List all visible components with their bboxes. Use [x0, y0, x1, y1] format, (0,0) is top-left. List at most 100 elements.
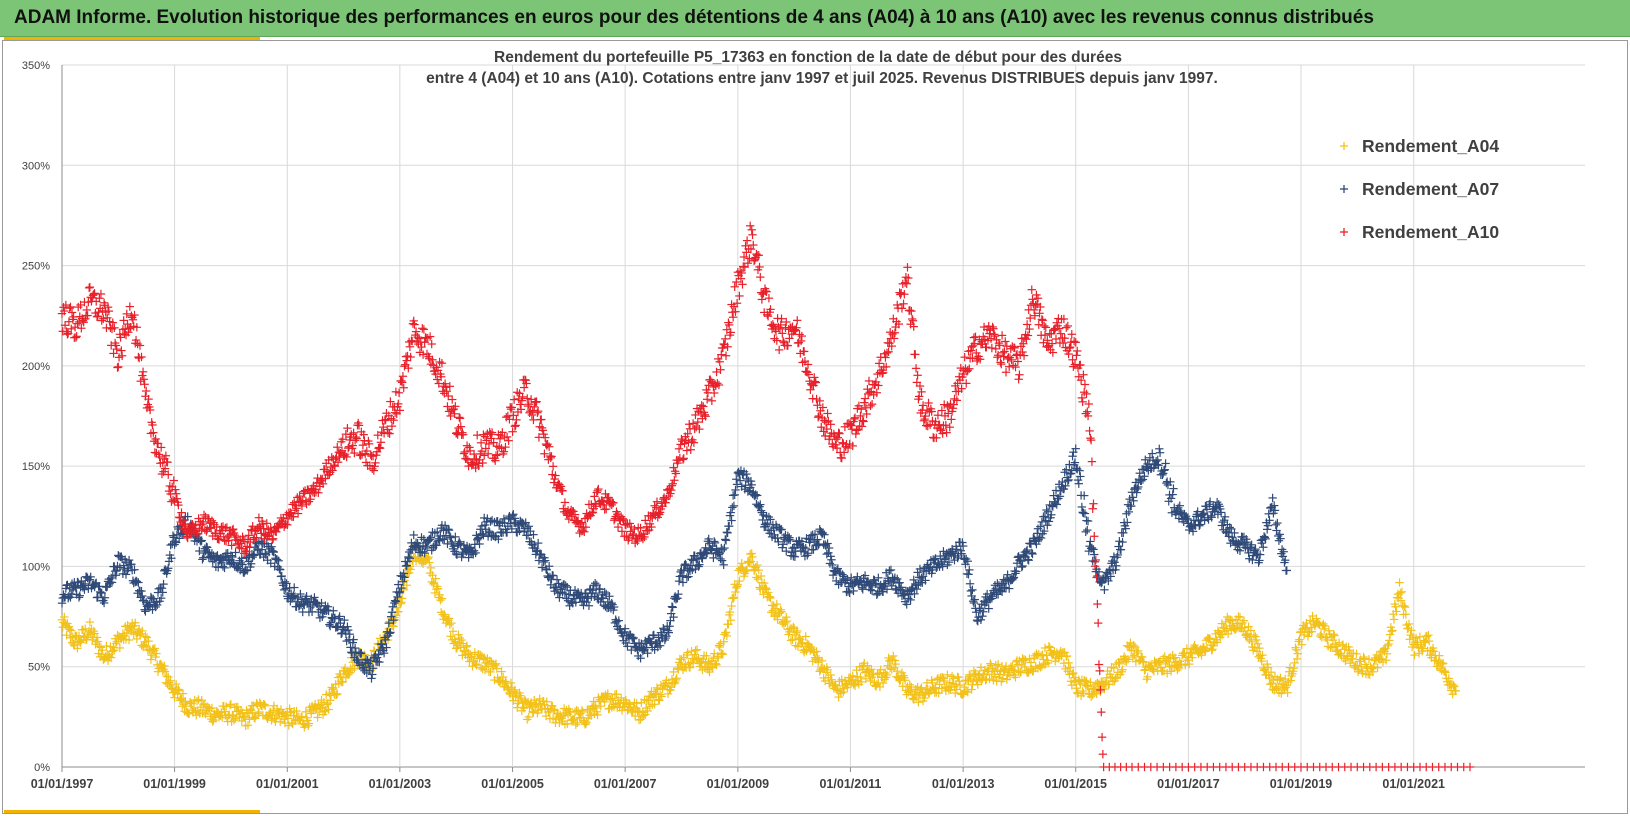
point-rendement-a04	[110, 645, 119, 655]
point-rendement-a04	[73, 644, 82, 653]
point-rendement-a07	[742, 474, 752, 484]
point-rendement-a10	[803, 368, 812, 377]
point-rendement-a07	[746, 476, 756, 486]
point-rendement-a10	[72, 332, 81, 341]
point-rendement-a04	[721, 628, 731, 637]
point-rendement-a07	[681, 559, 690, 569]
point-rendement-a07	[512, 528, 522, 537]
point-rendement-a04	[146, 655, 156, 664]
point-rendement-a07	[1162, 478, 1171, 488]
point-rendement-a07	[1273, 518, 1282, 528]
point-rendement-a04	[272, 714, 281, 723]
point-rendement-a10	[721, 351, 731, 360]
point-rendement-a04	[397, 598, 406, 607]
point-rendement-a10	[400, 362, 409, 371]
point-rendement-a10	[405, 342, 415, 352]
point-rendement-a07	[1017, 562, 1026, 572]
point-rendement-a07	[1155, 448, 1165, 457]
point-rendement-a04	[316, 704, 325, 713]
point-rendement-a04	[208, 717, 217, 726]
point-rendement-a10	[548, 462, 558, 471]
point-rendement-a07	[968, 585, 977, 595]
point-rendement-a04	[261, 701, 270, 711]
point-rendement-a10	[987, 343, 997, 353]
point-rendement-a04	[433, 582, 442, 591]
point-rendement-a10	[134, 353, 144, 363]
point-rendement-a04	[692, 645, 702, 654]
point-rendement-a04	[115, 643, 125, 653]
x-tick-label: 01/01/2021	[1382, 777, 1445, 791]
point-rendement-a04	[98, 645, 107, 655]
point-rendement-a04	[905, 680, 915, 690]
point-rendement-a10	[1051, 334, 1061, 344]
point-rendement-a04	[325, 696, 335, 705]
point-rendement-a07	[1268, 493, 1277, 503]
point-rendement-a04	[140, 637, 149, 647]
point-rendement-a10	[1085, 426, 1094, 436]
point-rendement-a10	[742, 236, 752, 245]
banner-title: ADAM Informe. Evolution historique des p…	[14, 7, 1374, 28]
point-rendement-a10	[1079, 370, 1088, 379]
point-rendement-a04	[596, 701, 605, 711]
point-rendement-a04	[212, 707, 221, 716]
point-rendement-a10	[747, 225, 756, 235]
point-rendement-a10	[1071, 338, 1080, 347]
point-rendement-a04	[60, 612, 69, 622]
point-rendement-a10	[479, 451, 489, 460]
y-tick-label: 300%	[22, 160, 50, 172]
point-rendement-a07	[634, 651, 643, 661]
point-rendement-a07	[906, 595, 915, 605]
point-rendement-a04	[175, 696, 185, 705]
point-rendement-a10	[1086, 434, 1095, 443]
point-rendement-a04	[131, 618, 140, 627]
point-rendement-a10	[702, 395, 712, 404]
point-rendement-a10	[1093, 599, 1102, 609]
point-rendement-a10	[125, 302, 135, 311]
point-rendement-a10	[867, 399, 877, 409]
point-rendement-a10	[1093, 618, 1103, 628]
point-rendement-a04	[93, 637, 102, 646]
point-rendement-a10	[793, 316, 802, 325]
point-rendement-a04	[304, 719, 314, 728]
point-rendement-a10	[419, 325, 429, 334]
point-rendement-a04	[1319, 619, 1328, 629]
point-rendement-a04	[729, 593, 739, 602]
point-rendement-a10	[907, 306, 916, 316]
point-rendement-a10	[138, 371, 147, 380]
legend-item: Rendement_A07	[1340, 179, 1499, 199]
y-tick-label: 250%	[22, 261, 50, 273]
point-rendement-a07	[912, 584, 922, 594]
point-rendement-a04	[181, 701, 191, 711]
point-rendement-a10	[1027, 285, 1036, 294]
point-rendement-a10	[997, 359, 1006, 369]
point-rendement-a04	[285, 704, 294, 713]
point-rendement-a10	[133, 339, 142, 349]
point-rendement-a10	[456, 422, 466, 431]
point-rendement-a10	[712, 367, 721, 377]
point-rendement-a04	[231, 714, 240, 723]
point-rendement-a10	[911, 350, 920, 359]
point-rendement-a10	[905, 306, 915, 315]
point-rendement-a07	[1078, 508, 1087, 517]
point-rendement-a10	[799, 347, 809, 356]
point-rendement-a07	[1083, 525, 1092, 535]
point-rendement-a07	[124, 555, 134, 565]
point-rendement-a04	[433, 584, 443, 593]
point-rendement-a04	[402, 581, 411, 590]
point-rendement-a04	[328, 685, 337, 694]
point-rendement-a04	[425, 558, 434, 567]
point-rendement-a10	[71, 333, 81, 342]
point-rendement-a07	[721, 536, 731, 545]
point-rendement-a10	[516, 400, 525, 409]
grid-lines	[61, 64, 1585, 772]
point-rendement-a07	[1076, 472, 1085, 481]
x-tick-label: 01/01/2005	[481, 777, 544, 791]
point-rendement-a04	[207, 703, 217, 713]
point-rendement-a04	[67, 626, 76, 635]
point-rendement-a07	[1271, 520, 1280, 530]
point-rendement-a04	[174, 685, 183, 694]
point-rendement-a04	[69, 639, 78, 649]
point-rendement-a07	[966, 586, 976, 596]
point-rendement-a04	[159, 665, 168, 674]
